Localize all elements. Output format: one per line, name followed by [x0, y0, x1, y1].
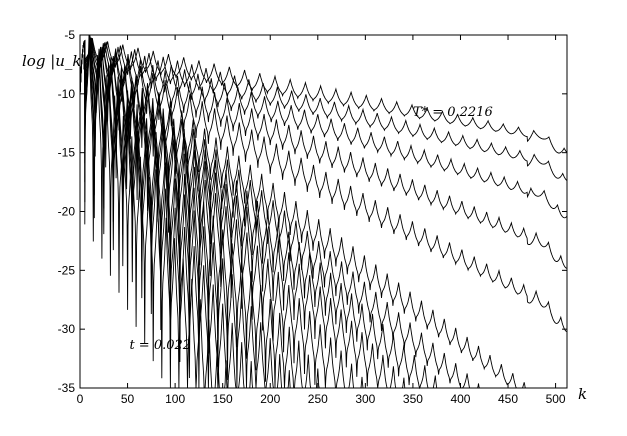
series-group	[79, 34, 568, 390]
x-tick-label: 0	[77, 392, 84, 406]
x-tick-label: 250	[308, 392, 328, 406]
y-tick-label: -20	[58, 205, 76, 219]
x-axis-label: k	[578, 385, 587, 403]
y-tick-label: -30	[58, 322, 76, 336]
series-line-14	[79, 34, 233, 389]
series-line-3	[79, 37, 568, 219]
series-line-2	[79, 38, 568, 181]
series-line-4	[79, 37, 567, 269]
x-tick-label: 400	[450, 392, 470, 406]
x-tick-label: 50	[121, 392, 135, 406]
series-line-13	[79, 35, 259, 389]
x-tick-label: 350	[403, 392, 423, 406]
series-line-8	[79, 36, 444, 390]
y-tick-label: -25	[58, 263, 76, 277]
annotation-bottom: t = 0.022	[129, 338, 191, 353]
annotation-top: T* = 0.2216	[413, 105, 493, 120]
x-tick-label: 200	[260, 392, 280, 406]
y-axis-label: log |u_k|	[22, 52, 87, 70]
y-tick-label: -10	[58, 87, 76, 101]
x-tick-label: 100	[165, 392, 185, 406]
series-line-11	[79, 34, 326, 389]
x-tick-label: 150	[213, 392, 233, 406]
series-line-10	[79, 35, 366, 389]
y-tick-label: -5	[64, 28, 75, 42]
axis-ticks: 0 50 100 150 200 250 300 350 400 450 500 -5 -10 -15 -2…	[58, 28, 567, 406]
x-tick-label: 300	[355, 392, 375, 406]
y-tick-label: -15	[58, 146, 76, 160]
series-line-5	[79, 37, 568, 333]
x-tick-label: 500	[546, 392, 566, 406]
y-tick-label: -35	[58, 381, 76, 395]
series-line-12	[79, 34, 294, 389]
series-line-9	[79, 35, 409, 389]
x-tick-label: 450	[498, 392, 518, 406]
